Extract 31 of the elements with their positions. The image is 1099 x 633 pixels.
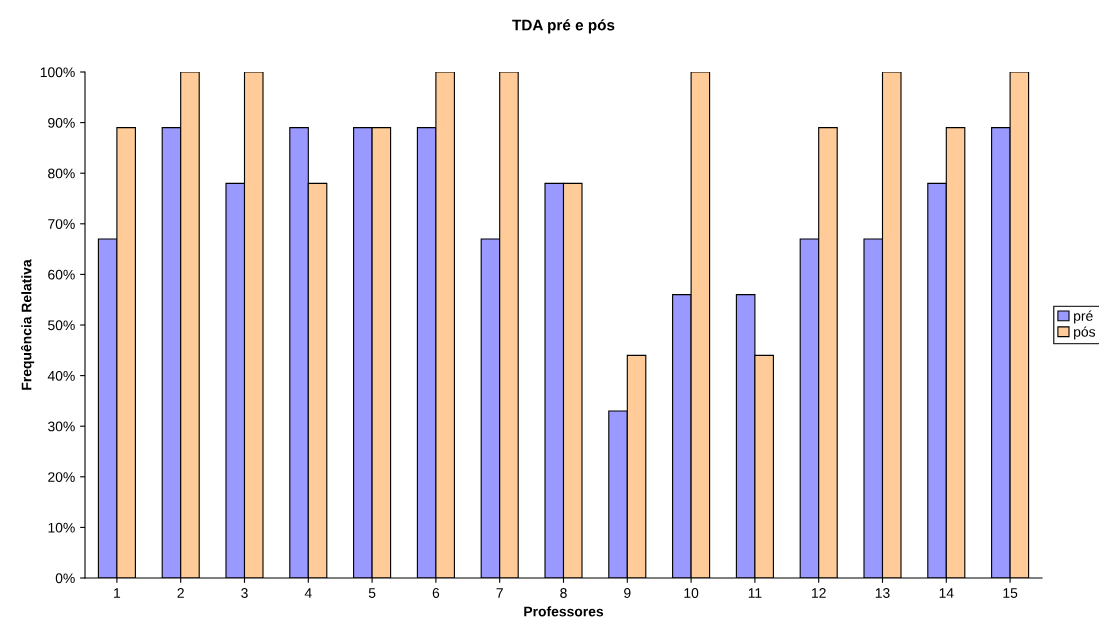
x-tick-label: 15 (1003, 588, 1018, 598)
y-tick-label: 50% (48, 320, 75, 331)
x-tick-label: 7 (496, 588, 503, 598)
x-tick-label: 5 (368, 588, 376, 598)
y-tick-label: 60% (48, 269, 75, 280)
x-tick-label: 8 (560, 588, 567, 598)
y-tick-label: 10% (48, 522, 75, 533)
x-tick-label: 10 (684, 588, 699, 598)
x-tick-label: 2 (177, 588, 184, 598)
y-tick-label: 30% (48, 421, 75, 432)
y-tick-label: 100% (40, 67, 75, 78)
x-axis-title: Professores (524, 606, 604, 617)
x-tick-label: 13 (875, 588, 890, 598)
x-tick-label: 11 (748, 588, 762, 598)
x-tick-label: 1 (114, 588, 121, 598)
legend-label: pré (1074, 310, 1093, 324)
y-axis-title: Frequência Relativa (20, 259, 35, 390)
x-tick-label: 9 (624, 588, 631, 598)
x-tick-label: 6 (432, 588, 440, 598)
x-tick-label: 3 (241, 588, 248, 598)
x-tick-label: 14 (939, 588, 954, 598)
x-tick-label: 12 (812, 588, 826, 598)
x-tick-label: 4 (304, 588, 312, 598)
legend-label: pós (1074, 326, 1096, 340)
y-tick-label: 20% (48, 472, 75, 482)
y-tick-label: 90% (48, 117, 75, 128)
y-tick-label: 80% (48, 168, 75, 179)
chart-title: TDA pré e pós (512, 19, 615, 34)
y-tick-label: 70% (48, 219, 75, 229)
y-tick-label: 40% (47, 370, 75, 381)
y-tick-label: 0% (55, 573, 75, 584)
